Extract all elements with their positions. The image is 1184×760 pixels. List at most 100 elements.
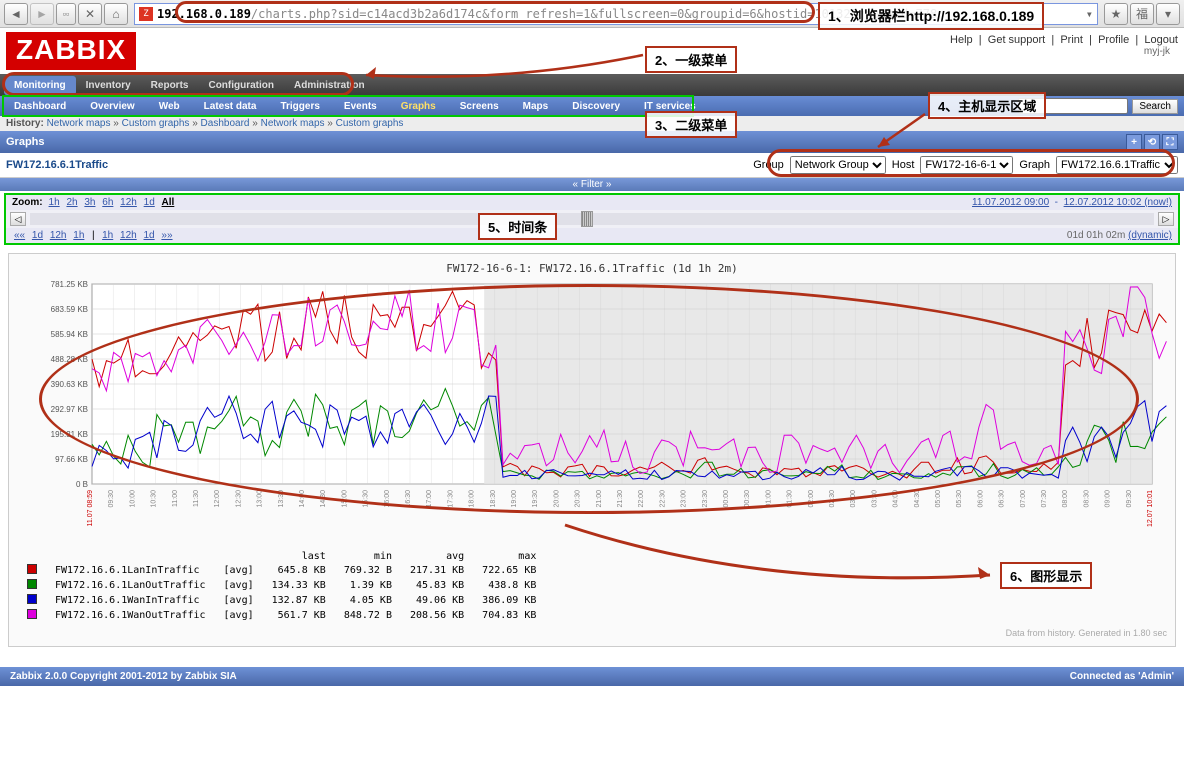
time-control-panel: Zoom: 1h 2h 3h 6h 12h 1d All 11.07.2012 … (4, 193, 1180, 245)
traffic-chart: 0 B97.66 KB195.31 KB292.97 KB390.63 KB48… (17, 279, 1167, 539)
svg-text:09:00: 09:00 (1105, 490, 1112, 508)
menu2-item-web[interactable]: Web (147, 98, 192, 115)
add-favorite-icon[interactable]: + (1126, 134, 1142, 150)
menu1-item-reports[interactable]: Reports (141, 76, 199, 95)
top-link[interactable]: Profile (1098, 34, 1129, 46)
annotation-6: 6、图形显示 (1000, 562, 1092, 589)
top-link[interactable]: Logout (1144, 34, 1178, 46)
graph-selector-row: FW172.16.6.1Traffic Group Network Group … (0, 153, 1184, 178)
svg-text:03:00: 03:00 (850, 490, 857, 508)
annotation-2: 2、一级菜单 (645, 46, 737, 73)
reset-icon[interactable]: ⟲ (1144, 134, 1160, 150)
zoom-12h[interactable]: 12h (120, 197, 137, 208)
browser-forward-button[interactable]: ► (30, 3, 54, 25)
browser-menu-button[interactable]: 福 (1130, 3, 1154, 25)
menu1-item-monitoring[interactable]: Monitoring (4, 76, 76, 95)
page-name: FW172.16.6.1Traffic (6, 159, 108, 171)
svg-text:03:30: 03:30 (871, 490, 878, 508)
fullscreen-icon[interactable]: ⛶ (1162, 134, 1178, 150)
menu2-item-graphs[interactable]: Graphs (389, 98, 448, 115)
top-links: Help | Get support | Print | Profile | L… (950, 32, 1178, 46)
nav-««[interactable]: «« (14, 230, 25, 241)
zoom-1d[interactable]: 1d (144, 197, 155, 208)
graph-title: FW172-16-6-1: FW172.16.6.1Traffic (1d 1h… (17, 262, 1167, 275)
url-dropdown-icon[interactable]: ▾ (1086, 7, 1093, 21)
menu2-item-maps[interactable]: Maps (511, 98, 561, 115)
svg-text:15:30: 15:30 (363, 490, 370, 508)
time-span-text: 01d 01h 02m (1067, 230, 1125, 241)
zoom-3h[interactable]: 3h (84, 197, 95, 208)
menu2-item-discovery[interactable]: Discovery (560, 98, 632, 115)
search-button[interactable]: Search (1132, 99, 1178, 114)
zoom-date-to[interactable]: 12.07.2012 10:02 (now!) (1064, 197, 1172, 208)
browser-bookmark-button[interactable]: ▫▫ (56, 3, 76, 25)
svg-text:08:00: 08:00 (1062, 490, 1069, 508)
svg-text:01:00: 01:00 (765, 490, 772, 508)
history-link[interactable]: Custom graphs (122, 118, 190, 129)
legend-row: FW172.16.6.1WanInTraffic[avg] 132.87 KB4… (19, 594, 544, 607)
top-link[interactable]: Get support (988, 34, 1045, 46)
slider-right-icon[interactable]: ▷ (1158, 212, 1174, 226)
filter-toggle-bar[interactable]: « Filter » (0, 178, 1184, 191)
zoom-1h[interactable]: 1h (49, 197, 60, 208)
svg-text:12:30: 12:30 (235, 490, 242, 508)
svg-text:09:30: 09:30 (1126, 490, 1133, 508)
zoom-date-from[interactable]: 11.07.2012 09:00 (972, 197, 1049, 208)
history-link[interactable]: Dashboard (201, 118, 250, 129)
zoom-6h[interactable]: 6h (102, 197, 113, 208)
graph-select[interactable]: FW172.16.6.1Traffic (1056, 156, 1178, 174)
svg-text:06:00: 06:00 (977, 490, 984, 508)
menu2-item-latest-data[interactable]: Latest data (192, 98, 269, 115)
browser-back-button[interactable]: ◄ (4, 3, 28, 25)
browser-star-button[interactable]: ★ (1104, 3, 1128, 25)
menu1-item-inventory[interactable]: Inventory (76, 76, 141, 95)
nav-1d[interactable]: 1d (144, 230, 155, 241)
svg-text:14:00: 14:00 (299, 490, 306, 508)
svg-text:683.59 KB: 683.59 KB (51, 305, 88, 314)
legend-row: FW172.16.6.1LanOutTraffic[avg] 134.33 KB… (19, 579, 544, 592)
history-link[interactable]: Network maps (261, 118, 325, 129)
page-title-bar: Graphs + ⟲ ⛶ (0, 131, 1184, 153)
menu2-item-dashboard[interactable]: Dashboard (2, 98, 78, 115)
time-slider[interactable]: ◁ ▷ (6, 210, 1178, 228)
menu2-item-screens[interactable]: Screens (448, 98, 511, 115)
menu1-item-configuration[interactable]: Configuration (198, 76, 284, 95)
nav-1h[interactable]: 1h (102, 230, 113, 241)
top-link[interactable]: Help (950, 34, 973, 46)
slider-handle[interactable] (581, 211, 593, 227)
svg-text:10:00: 10:00 (129, 490, 136, 508)
svg-text:14:30: 14:30 (320, 490, 327, 508)
dynamic-link[interactable]: (dynamic) (1128, 230, 1172, 241)
history-link[interactable]: Network maps (47, 118, 111, 129)
nav-12h[interactable]: 12h (120, 230, 137, 241)
browser-menu2-button[interactable]: ▾ (1156, 3, 1180, 25)
zoom-All[interactable]: All (162, 197, 175, 208)
svg-text:21:30: 21:30 (617, 490, 624, 508)
svg-text:22:00: 22:00 (638, 490, 645, 508)
nav-12h[interactable]: 12h (50, 230, 67, 241)
svg-text:18:00: 18:00 (469, 490, 476, 508)
history-link[interactable]: Custom graphs (336, 118, 404, 129)
browser-home-button[interactable]: ⌂ (104, 3, 128, 25)
group-select[interactable]: Network Group (790, 156, 886, 174)
menu2-item-events[interactable]: Events (332, 98, 389, 115)
nav-1d[interactable]: 1d (32, 230, 43, 241)
menu2-item-triggers[interactable]: Triggers (268, 98, 331, 115)
svg-text:781.25 KB: 781.25 KB (51, 280, 88, 289)
svg-text:07:00: 07:00 (1020, 490, 1027, 508)
svg-text:05:00: 05:00 (935, 490, 942, 508)
legend-row: FW172.16.6.1LanInTraffic[avg] 645.8 KB76… (19, 564, 544, 577)
top-link[interactable]: Print (1060, 34, 1083, 46)
nav-1h[interactable]: 1h (73, 230, 84, 241)
generation-info: Data from history. Generated in 1.80 sec (17, 628, 1167, 638)
host-select[interactable]: FW172-16-6-1 (920, 156, 1013, 174)
menu2-item-overview[interactable]: Overview (78, 98, 146, 115)
svg-text:11:00: 11:00 (172, 490, 179, 507)
svg-text:18:30: 18:30 (490, 490, 497, 508)
svg-text:02:30: 02:30 (829, 490, 836, 508)
nav-»»[interactable]: »» (161, 230, 172, 241)
zoom-2h[interactable]: 2h (66, 197, 77, 208)
browser-stop-button[interactable]: ✕ (78, 3, 102, 25)
menu1-item-administration[interactable]: Administration (284, 76, 375, 95)
slider-left-icon[interactable]: ◁ (10, 212, 26, 226)
